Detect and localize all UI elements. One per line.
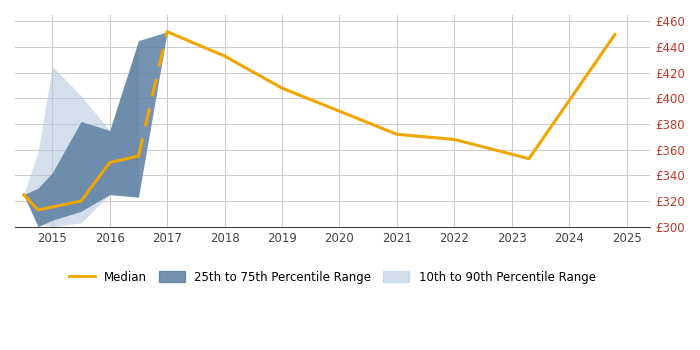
Legend: Median, 25th to 75th Percentile Range, 10th to 90th Percentile Range: Median, 25th to 75th Percentile Range, 1… bbox=[64, 266, 601, 288]
